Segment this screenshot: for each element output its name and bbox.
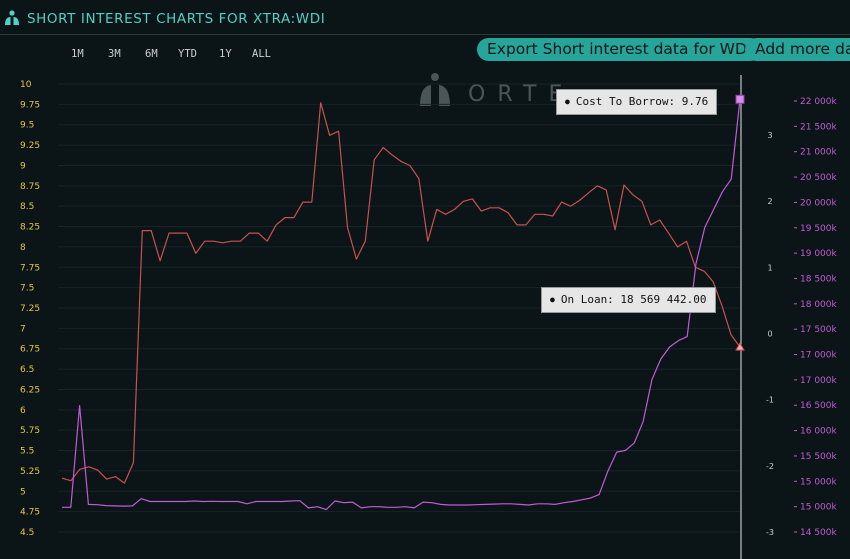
left-axis-tick: 10 [20,80,32,90]
right-axis-tick: 17 000k [800,376,837,386]
right-axis-tick: 17 500k [800,325,837,335]
watermark-text: ORTE [468,82,575,107]
add-more-data-button[interactable]: Add more dat [745,38,850,61]
right-axis-tick: 17 000k [800,351,837,361]
left-axis-tick: 7.25 [20,304,40,314]
right-axis-tick: 19 000k [800,249,837,259]
grid-lines [58,83,740,533]
left-axis-tick: 8.25 [20,223,40,233]
left-axis-tick: 6 [20,406,26,416]
middle-axis-tick: 2 [767,197,772,206]
on-loan-marker [735,94,745,104]
left-axis-tick: 7 [20,324,26,334]
middle-axis-tick: 1 [767,263,772,272]
cost-tooltip-text: Cost To Borrow: 9.76 [575,95,709,108]
cost-to-borrow-line [61,102,741,484]
middle-axis-tick: 0 [767,330,772,339]
tooltip-bullet-icon: ● [565,97,570,106]
left-axis-tick: 4.5 [20,528,34,538]
right-axis-tick: 19 500k [800,224,837,234]
series-markers [735,94,745,351]
left-axis-tick: 5.5 [20,447,34,457]
left-axis-tick: 7.75 [20,263,40,273]
right-axis-tick: 15 000k [800,503,837,513]
left-axis-tick: 9.75 [20,100,40,110]
right-axis-tick: 20 000k [800,198,837,208]
right-axis-tick: 22 000k [800,97,837,107]
ortex-logo-icon [5,10,19,25]
left-axis-tick: 9 [20,161,26,171]
right-axis-ticks: 14 500k 15 000k 15 000k 15 500k 16 000k 16 50… [794,97,837,538]
range-6m-button[interactable]: 6M [145,48,158,60]
range-3m-button[interactable]: 3M [108,48,121,60]
chart-header: SHORT INTEREST CHARTS FOR XTRA:WDI [0,0,850,35]
left-axis-tick: 9.5 [20,121,34,131]
middle-axis-tick: -2 [766,462,774,471]
right-axis-tick: 20 500k [800,173,837,183]
left-axis-tick: 8.5 [20,202,34,212]
right-axis-tick: 14 500k [800,528,837,538]
middle-axis-ticks: -3 -2 -1 0 1 2 3 [766,131,774,537]
left-axis-tick: 8 [20,243,26,253]
right-axis-tick: 21 500k [800,122,837,132]
left-axis-tick: 5.25 [20,467,40,477]
cost-to-borrow-marker [735,342,745,351]
on-loan-tooltip: ● On Loan: 18 569 442.00 [541,287,716,313]
left-axis-tick: 6.25 [20,385,40,395]
left-axis-tick: 6.75 [20,345,40,355]
tooltip-bullet-icon: ● [550,295,555,304]
right-axis-tick: 16 500k [800,401,837,411]
left-axis-tick: 5.75 [20,426,40,436]
left-axis-tick: 6.5 [20,365,34,375]
left-axis-tick: 9.25 [20,141,40,151]
right-axis-tick: 18 500k [800,274,837,284]
watermark-logo-icon [420,73,450,106]
left-axis-ticks: 4.5 4.75 5 5.25 5.5 5.75 6 6.25 6.5 6.75 7 7.25 7.5 7… [20,80,40,538]
cost-to-borrow-tooltip: ● Cost To Borrow: 9.76 [556,89,718,115]
right-axis-tick: 18 000k [800,300,837,310]
middle-axis-tick: 3 [767,131,772,140]
range-1m-button[interactable]: 1M [71,48,84,60]
export-data-button[interactable]: Export Short interest data for WDI [477,38,762,61]
right-axis-tick: 16 000k [800,427,837,437]
range-all-button[interactable]: ALL [252,48,271,60]
left-axis-tick: 8.75 [20,182,40,192]
right-axis-tick: 15 500k [800,452,837,462]
left-axis-tick: 4.75 [20,508,40,518]
left-axis-tick: 5 [20,487,26,497]
right-axis-tick: 21 000k [800,148,837,158]
left-axis-tick: 7.5 [20,284,34,294]
range-1y-button[interactable]: 1Y [219,48,232,60]
loan-tooltip-text: On Loan: 18 569 442.00 [560,293,707,306]
middle-axis-tick: -3 [766,528,774,537]
on-loan-line [62,99,741,511]
middle-axis-tick: -1 [766,396,774,405]
page-title: SHORT INTEREST CHARTS FOR XTRA:WDI [27,11,326,27]
series-lines [61,99,741,511]
range-ytd-button[interactable]: YTD [178,48,197,60]
right-axis-tick: 15 000k [800,477,837,487]
